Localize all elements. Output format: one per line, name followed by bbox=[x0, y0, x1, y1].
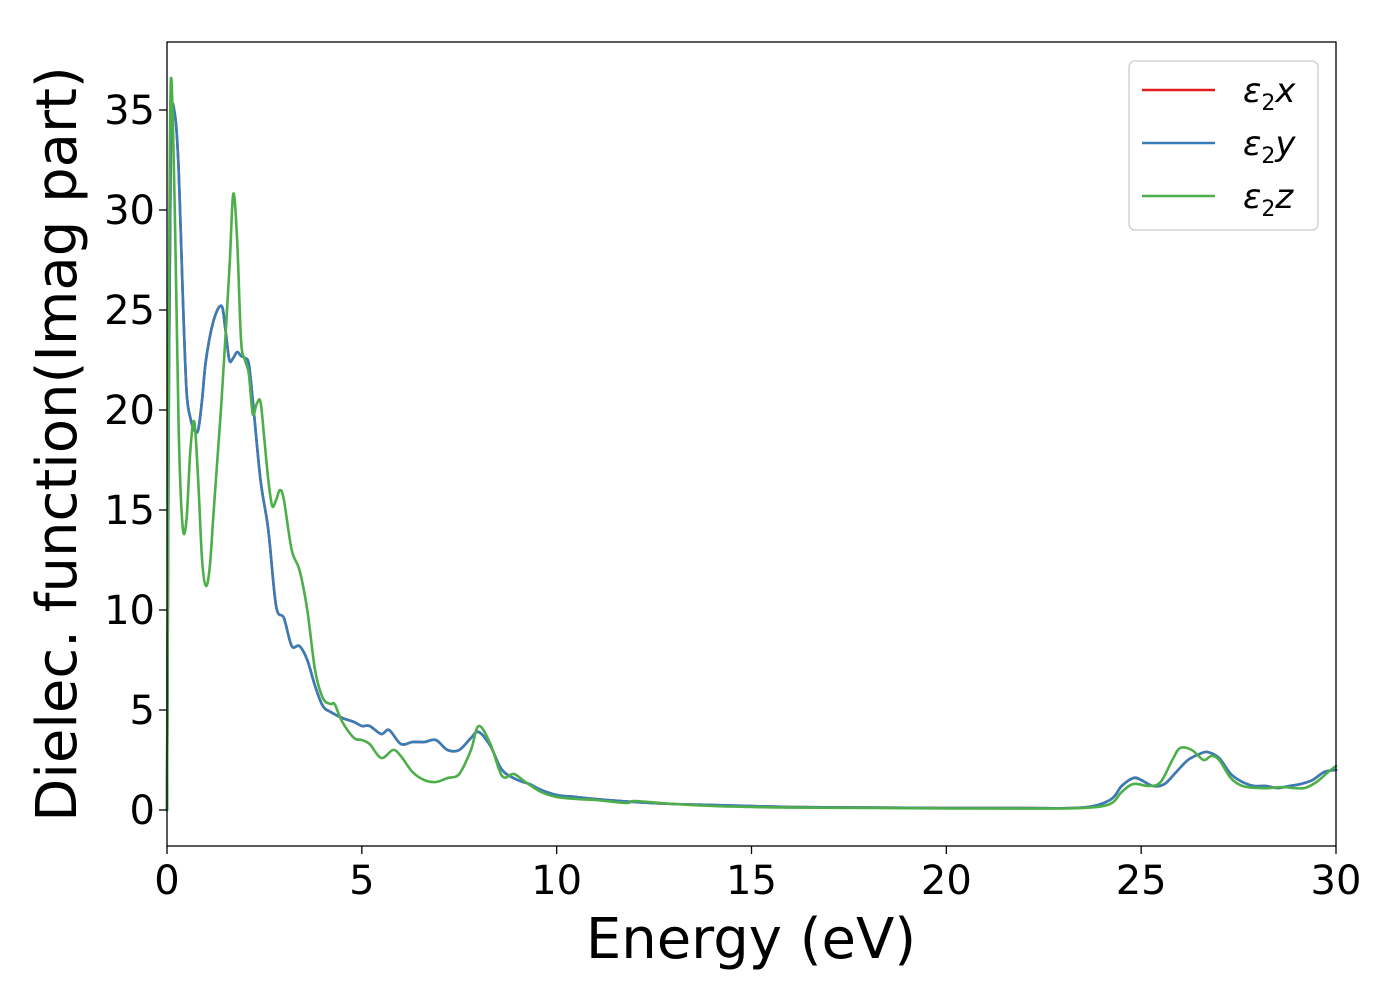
y-axis: 0 5 10 15 20 25 30 35 bbox=[104, 88, 167, 834]
series-layer bbox=[165, 76, 1338, 812]
y-tick-label: 35 bbox=[104, 88, 155, 134]
x-tick-label: 0 bbox=[154, 858, 179, 904]
x-tick-label: 25 bbox=[1116, 858, 1167, 904]
x-tick-label: 15 bbox=[726, 858, 777, 904]
series-line-z bbox=[165, 76, 1338, 812]
legend-box bbox=[1128, 60, 1319, 231]
y-tick-label: 30 bbox=[104, 188, 155, 234]
y-tick-label: 5 bbox=[130, 688, 155, 734]
legend: ε2x ε2y ε2z bbox=[1128, 60, 1319, 231]
legend-label-y: ε2y bbox=[1243, 124, 1296, 169]
x-tick-label: 30 bbox=[1311, 858, 1362, 904]
x-tick-label: 5 bbox=[349, 858, 374, 904]
x-axis: 0 5 10 15 20 25 30 bbox=[154, 846, 1361, 904]
y-tick-label: 25 bbox=[104, 288, 155, 334]
x-axis-title: Energy (eV) bbox=[586, 907, 916, 972]
y-tick-label: 0 bbox=[130, 788, 155, 834]
legend-label-z: ε2z bbox=[1243, 177, 1294, 222]
y-tick-label: 20 bbox=[104, 388, 155, 434]
series-line-y bbox=[165, 102, 1338, 812]
y-tick-label: 10 bbox=[104, 588, 155, 634]
x-tick-label: 20 bbox=[921, 858, 972, 904]
y-axis-title: Dielec. function(Imag part) bbox=[25, 66, 90, 822]
legend-label-x: ε2x bbox=[1243, 71, 1296, 116]
x-tick-label: 10 bbox=[531, 858, 582, 904]
y-tick-label: 15 bbox=[104, 488, 155, 534]
